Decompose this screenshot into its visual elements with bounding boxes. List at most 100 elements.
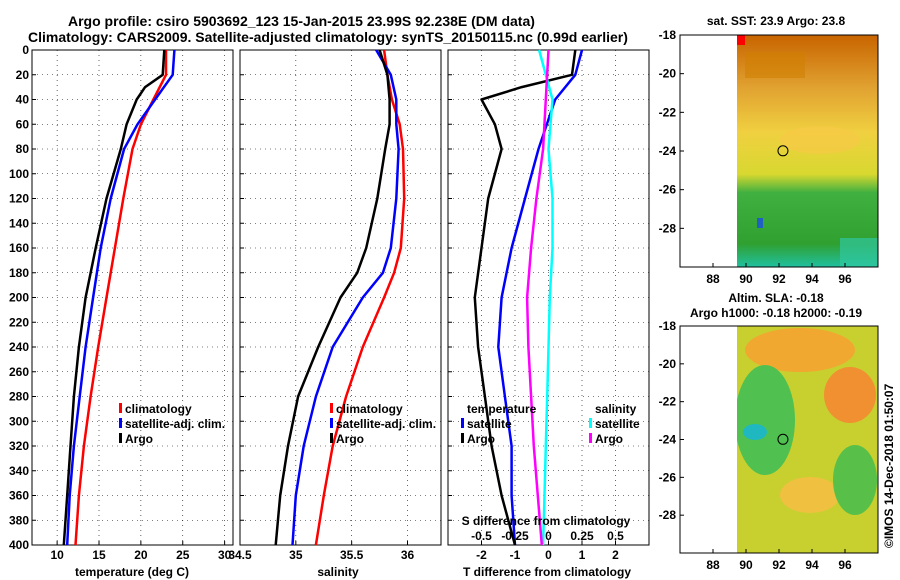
- top-xtick-label: 0: [545, 529, 552, 543]
- salinity-lines: [274, 49, 406, 546]
- xtick-label: -2: [476, 548, 487, 562]
- map-xtick-label: 88: [706, 272, 720, 286]
- ytick-label: 340: [9, 464, 29, 478]
- map-ytick-label: -26: [659, 183, 677, 197]
- legend-title-temperature: temperature: [467, 402, 537, 416]
- ytick-label: 380: [9, 513, 29, 527]
- legend-label-climatology: climatology: [336, 402, 403, 416]
- series-argo: [274, 49, 391, 546]
- ytick-label: 80: [16, 142, 30, 156]
- argo-location-marker: [777, 433, 789, 445]
- xtick-label: 35.5: [340, 548, 364, 562]
- top-xtick-label: -0.25: [501, 529, 529, 543]
- map-xtick-label: 94: [805, 558, 819, 572]
- ytick-label: 360: [9, 489, 29, 503]
- sst-map-field: [737, 35, 878, 267]
- map-ytick-label: -20: [659, 67, 677, 81]
- ytick-label: 220: [9, 315, 29, 329]
- xtick-label: 34.5: [228, 548, 252, 562]
- map-xtick-label: 96: [838, 272, 852, 286]
- xtick-label: 10: [50, 548, 64, 562]
- legend-swatch-argo: [119, 433, 122, 443]
- ytick-label: 160: [9, 241, 29, 255]
- sla-orange-patch: [824, 367, 876, 423]
- map-xtick-label: 96: [838, 558, 852, 572]
- title-line-2: Climatology: CARS2009. Satellite-adjuste…: [28, 29, 628, 45]
- xtick-label: -1: [510, 548, 521, 562]
- map-ytick-label: -28: [659, 221, 677, 235]
- ytick-label: 280: [9, 390, 29, 404]
- legend-swatch-s-argo: [589, 433, 592, 443]
- ytick-label: 60: [16, 117, 30, 131]
- ytick-label: 0: [22, 43, 29, 57]
- legend-label-argo: Argo: [125, 432, 153, 446]
- series-satellite-adj-clim-: [65, 49, 176, 546]
- ytick-label: 140: [9, 216, 29, 230]
- legend-label-s-argo: Argo: [595, 432, 623, 446]
- sla-map-ticks: -18 -20 -22 -24 -26 -28 88 90 92 94 96: [659, 319, 852, 572]
- ytick-label: 400: [9, 538, 29, 552]
- ytick-label: 200: [9, 291, 29, 305]
- argo-location-marker: [777, 145, 789, 157]
- map-xtick-label: 90: [739, 558, 753, 572]
- legend-label-satellite: satellite-adj. clim.: [125, 417, 225, 431]
- sst-map-title: sat. SST: 23.9 Argo: 23.8: [707, 14, 846, 28]
- difference-xlabel: T difference from climatology: [463, 565, 631, 579]
- xtick-label: 30: [218, 548, 232, 562]
- legend-swatch-satellite: [330, 418, 333, 428]
- panel-temperature: 0 20 40 60 80 100 120 140 160 180 200 220 240 260 280 3…: [9, 43, 234, 579]
- legend-label-s-satellite: satellite: [595, 417, 640, 431]
- map-xtick-label: 94: [805, 272, 819, 286]
- legend-label-t-satellite: satellite: [467, 417, 512, 431]
- legend-label-t-argo: Argo: [467, 432, 495, 446]
- ytick-label: 20: [16, 68, 30, 82]
- legend-title-salinity: salinity: [595, 402, 637, 416]
- sst-blue-patch: [757, 218, 763, 228]
- ytick-label: 100: [9, 167, 29, 181]
- sla-map-panel: Altim. SLA: -0.18 Argo h1000: -0.18 h200…: [659, 291, 879, 572]
- series-argo: [62, 49, 166, 546]
- ytick-label: 320: [9, 439, 29, 453]
- map-xtick-label: 90: [739, 272, 753, 286]
- sla-green-patch-2: [833, 445, 877, 515]
- salinity-legend: climatology satellite-adj. clim. Argo: [330, 402, 436, 446]
- xtick-label: 25: [176, 548, 190, 562]
- sla-map-field: [737, 326, 878, 553]
- map-xtick-label: 88: [706, 558, 720, 572]
- top-xtick-label: 0.5: [607, 529, 624, 543]
- sla-yellow-patch: [780, 477, 840, 513]
- ytick-label: 300: [9, 414, 29, 428]
- temperature-legend: climatology satellite-adj. clim. Argo: [119, 402, 225, 446]
- temperature-xlabel: temperature (deg C): [75, 565, 189, 579]
- legend-swatch-s-satellite: [589, 418, 592, 428]
- sla-warm-patch: [745, 328, 855, 372]
- salinity-grid: [239, 49, 441, 546]
- panel-differences: -2 -1 0 1 2 -0.5 -0.25 0 0.25 0.5 S difference fr…: [447, 49, 650, 579]
- xtick-label: 1: [579, 548, 586, 562]
- xtick-label: 20: [134, 548, 148, 562]
- map-ytick-label: -18: [659, 28, 677, 42]
- sst-warm-patch: [745, 52, 805, 78]
- ytick-label: 260: [9, 365, 29, 379]
- map-xtick-label: 92: [772, 558, 786, 572]
- difference-xlabel-top: S difference from climatology: [462, 514, 631, 528]
- map-xtick-label: 92: [772, 272, 786, 286]
- sst-yellow-patch: [780, 126, 860, 154]
- title-line-1: Argo profile: csiro 5903692_123 15-Jan-2…: [68, 13, 535, 29]
- map-ytick-label: -24: [659, 144, 677, 158]
- legend-swatch-t-argo: [461, 433, 464, 443]
- map-ytick-label: -20: [659, 357, 677, 371]
- map-ytick-label: -18: [659, 319, 677, 333]
- legend-swatch-climatology: [330, 403, 333, 413]
- xtick-label: 36: [401, 548, 415, 562]
- temperature-ticks: 0 20 40 60 80 100 120 140 160 180 200 220 240 260 280 3…: [9, 43, 232, 562]
- ytick-label: 120: [9, 192, 29, 206]
- sla-map-subtitle: Argo h1000: -0.18 h2000: -0.19: [690, 306, 862, 320]
- legend-label-climatology: climatology: [125, 402, 192, 416]
- sst-map-panel: sat. SST: 23.9 Argo: 23.8 -18 -20 -22 -24 -2…: [659, 14, 879, 286]
- series-climatology: [314, 49, 406, 546]
- map-ytick-label: -28: [659, 508, 677, 522]
- ytick-label: 40: [16, 93, 30, 107]
- series-climatology: [74, 50, 168, 546]
